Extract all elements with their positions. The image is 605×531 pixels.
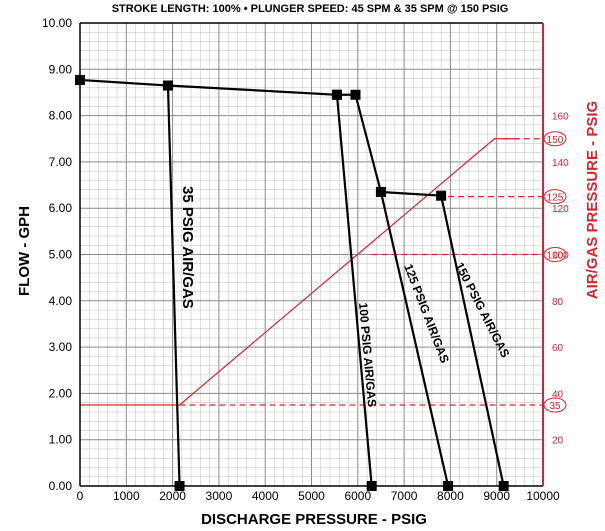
y-tick-label: 0.00 [49, 479, 73, 493]
air-pressure-marker-label-125: 125 [547, 193, 564, 204]
x-tick-label: 4000 [252, 489, 279, 503]
x-tick-label: 9000 [483, 489, 510, 503]
y-tick-label: 1.00 [49, 433, 73, 447]
y-tick-label: 7.00 [49, 155, 73, 169]
axes: 0 1000 2000 3000 4000 5000 6000 7000 8000 9000 100… [42, 16, 569, 503]
y2-tick-label: 140 [552, 158, 569, 169]
y2-tick-label: 40 [552, 389, 564, 400]
x-tick-label: 2000 [159, 489, 186, 503]
air-pressure-marker-label-100: 100 [547, 251, 564, 262]
y2-tick-label: 120 [552, 204, 569, 215]
y2-tick-label: 80 [552, 297, 564, 308]
y-tick-label: 8.00 [49, 109, 73, 123]
x-tick-label: 5000 [298, 489, 325, 503]
y-tick-label: 2.00 [49, 386, 73, 400]
air-pressure-marker-label-150: 150 [547, 135, 564, 146]
x-axis-title: DISCHARGE PRESSURE - PSIG [201, 511, 427, 528]
air-pressure-marker-label-35: 35 [549, 401, 561, 412]
y2-tick-label: 100 [552, 251, 569, 262]
x-tick-label: 0 [77, 489, 84, 503]
series-line-2 [336, 93, 450, 487]
y-tick-label: 4.00 [49, 294, 73, 308]
x-tick-label: 1000 [113, 489, 140, 503]
data-point-1-0 [162, 80, 173, 91]
y2-tick-label: 60 [552, 343, 564, 354]
y2-tick-label: 20 [552, 436, 564, 447]
series-label-35: 35 PSIG AIR/GAS [179, 186, 196, 309]
data-point-2-0 [331, 89, 342, 100]
x-tick-label: 3000 [206, 489, 233, 503]
data-point-3-1 [436, 190, 447, 201]
x-tick-label: 6000 [344, 489, 371, 503]
y-tick-label: 3.00 [49, 340, 73, 354]
y-tick-label: 6.00 [49, 201, 73, 215]
y2-tick-label: 160 [552, 112, 569, 123]
air-pressure-line-path [80, 138, 520, 406]
y2-axis-title: AIR/GAS PRESSURE - PSIG [584, 101, 601, 299]
data-point-2-1 [350, 89, 361, 100]
x-tick-label: 8000 [437, 489, 464, 503]
chart-title: STROKE LENGTH: 100% • PLUNGER SPEED: 45 … [112, 3, 509, 15]
y-tick-label: 9.00 [49, 62, 73, 76]
data-point-3-0 [375, 186, 386, 197]
x-tick-label: 10000 [526, 489, 560, 503]
y-tick-label: 5.00 [49, 248, 73, 262]
y-axis-title: FLOW - GPH [16, 206, 33, 296]
x-tick-label: 7000 [391, 489, 418, 503]
y-tick-label: 10.00 [42, 16, 72, 30]
